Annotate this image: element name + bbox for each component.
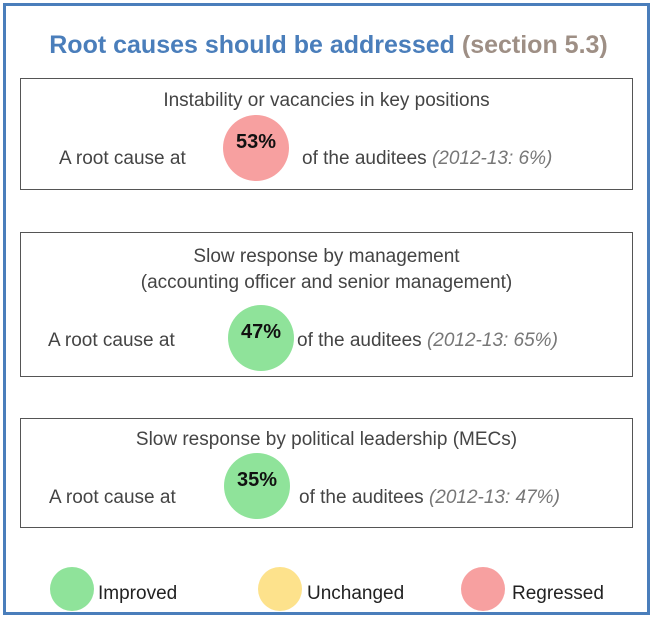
percent-badge-regressed: 53%: [223, 115, 289, 181]
unchanged-swatch: [258, 567, 302, 611]
title-main: Root causes should be addressed: [49, 31, 455, 59]
improved-swatch: [50, 567, 94, 611]
cause-suffix: of the auditees (2012-13: 65%): [297, 330, 558, 351]
cause-heading: Instability or vacancies in key position…: [163, 90, 490, 111]
percent-badge-improved: 47%: [228, 305, 294, 371]
legend-label: Improved: [98, 583, 178, 604]
cause-heading-line2: (accounting officer and senior managemen…: [140, 272, 513, 293]
infographic-title: Root causes should be addressed (section…: [0, 31, 657, 60]
cause-heading: Slow response by political leadership (M…: [135, 429, 518, 450]
prior-year-value: (2012-13: 65%): [426, 330, 558, 351]
cause-heading: Slow response by management: [193, 246, 460, 267]
title-section-ref: (section 5.3): [461, 31, 608, 59]
legend-label: Regressed: [512, 583, 604, 604]
root-cause-box-political: Slow response by political leadership (M…: [20, 418, 633, 528]
regressed-swatch: [461, 567, 505, 611]
cause-prefix: A root cause at: [48, 330, 175, 351]
cause-suffix: of the auditees (2012-13: 6%): [302, 148, 553, 169]
prior-year-value: (2012-13: 47%): [428, 487, 560, 508]
legend-label: Unchanged: [307, 583, 405, 604]
percent-badge-improved: 35%: [224, 453, 290, 519]
percent-value: 53%: [235, 131, 277, 153]
root-cause-box-management: Slow response by management (accounting …: [20, 232, 633, 377]
percent-value: 35%: [236, 469, 278, 491]
root-cause-box-key-positions: Instability or vacancies in key position…: [20, 78, 633, 190]
cause-prefix: A root cause at: [49, 487, 176, 508]
prior-year-value: (2012-13: 6%): [431, 148, 553, 169]
cause-prefix: A root cause at: [59, 148, 186, 169]
cause-suffix: of the auditees (2012-13: 47%): [299, 487, 560, 508]
percent-value: 47%: [240, 321, 282, 343]
